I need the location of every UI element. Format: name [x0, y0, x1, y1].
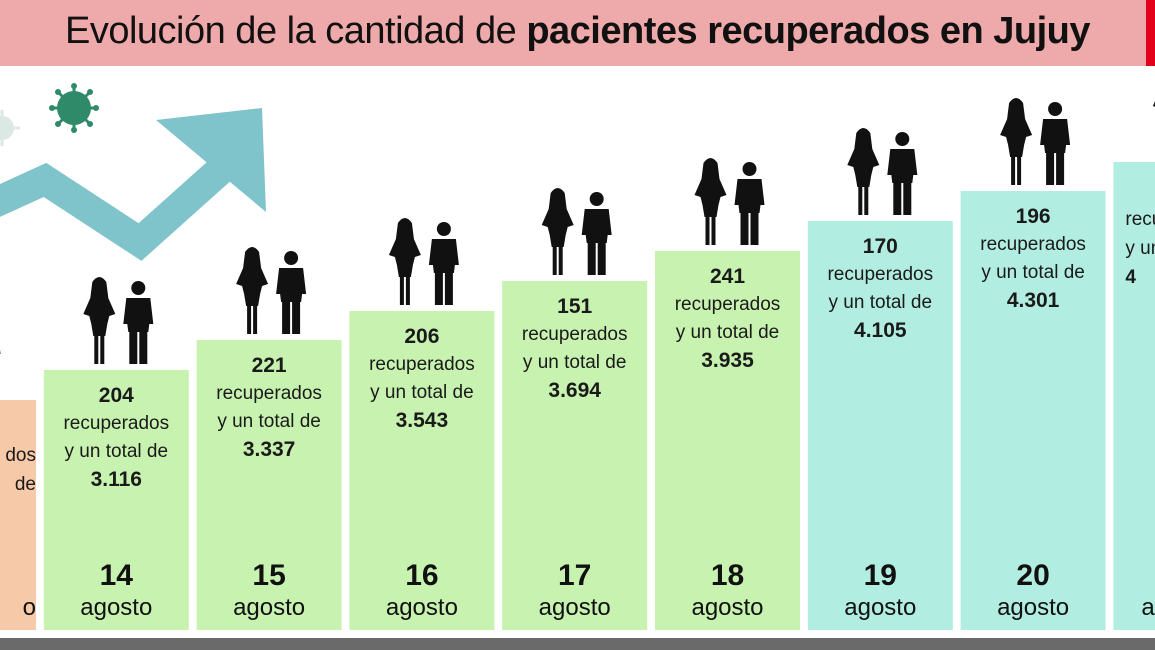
recovered-value: 241	[709, 265, 746, 288]
bar-17	[502, 281, 648, 630]
x-tick-day: 18	[710, 559, 745, 592]
bar-20	[960, 191, 1106, 630]
person-female-icon	[847, 128, 880, 215]
x-tick-day: 17	[558, 559, 592, 592]
title-banner	[0, 0, 1146, 66]
annotation-line-1: recuperados	[369, 354, 475, 375]
title-accent-bar	[1146, 0, 1155, 66]
person-female-icon	[1000, 98, 1033, 185]
bar-19	[807, 221, 953, 630]
annotation-line-2: y un total de	[675, 322, 780, 343]
recovered-value: 206	[404, 325, 440, 348]
x-tick-month: agosto	[233, 594, 306, 621]
annotation-line-1: recuperados	[216, 383, 322, 404]
x-tick-day: 19	[863, 559, 897, 592]
bar-annotation: 196 recuperados y un total de 4.301	[961, 203, 1106, 315]
x-tick-day: 20	[1016, 559, 1050, 592]
annotation-line-2: y un total de	[64, 441, 169, 462]
bar-21	[1113, 162, 1155, 630]
bar-18	[655, 251, 800, 630]
annotation-line-2: y un total de	[828, 292, 933, 313]
annotation-line-1: recuperados	[521, 324, 628, 345]
person-female-icon	[541, 188, 574, 275]
annotation-line-1: recuperados	[63, 413, 170, 434]
person-male-icon	[123, 281, 154, 364]
x-tick-month: agosto	[385, 594, 458, 621]
person-male-icon	[428, 222, 459, 305]
annotation-line-1: recuperados	[980, 234, 1086, 255]
recovered-value: 151	[557, 295, 593, 318]
total-value: 3.116	[90, 468, 142, 491]
person-female-icon	[1152, 101, 1155, 107]
partial-annotation: 4	[1125, 267, 1136, 288]
bar-annotation: 241 recuperados y un total de 3.935	[655, 263, 800, 375]
recovered-value: 196	[1015, 205, 1051, 228]
annotation-line-2: y un total de	[217, 411, 321, 432]
total-value: 3.694	[548, 379, 601, 402]
x-tick-month: agosto	[80, 594, 153, 621]
x-tick-day: 15	[252, 559, 286, 592]
partial-month: o	[22, 594, 36, 621]
x-tick-day: 16	[405, 559, 439, 592]
total-value: 3.935	[701, 349, 754, 372]
bar-annotation: 204 recuperados y un total de 3.116	[44, 382, 189, 494]
partial-month: a	[1141, 594, 1155, 621]
bar-annotation: 151 recuperados y un total de 3.694	[502, 293, 647, 405]
annotation-line-2: y un total de	[370, 382, 474, 403]
partial-annotation: recu	[1125, 209, 1155, 230]
total-value: 3.543	[395, 409, 449, 432]
bar-16	[349, 311, 495, 630]
bar-14	[43, 370, 189, 630]
person-female-icon	[388, 218, 421, 305]
bottom-strip	[0, 638, 1155, 650]
annotation-line-1: recuperados	[674, 294, 781, 315]
partial-annotation: de	[14, 474, 36, 495]
person-male-icon	[1040, 102, 1071, 185]
annotation-line-2: y un total de	[522, 352, 627, 373]
chart-title-bold: pacientes recuperados en Jujuy	[526, 10, 1090, 52]
recovered-value: 221	[251, 354, 287, 377]
partial-annotation: dos	[5, 445, 36, 466]
person-male-icon	[734, 162, 765, 245]
total-value: 4.105	[854, 319, 907, 342]
chart-title-regular: Evolución de la cantidad de	[64, 10, 527, 52]
x-tick-month: agosto	[538, 594, 611, 621]
annotation-line-1: recuperados	[827, 264, 934, 285]
total-value: 3.337	[242, 438, 296, 461]
person-male-icon	[887, 132, 918, 215]
x-tick-day: 14	[99, 559, 133, 592]
partial-annotation: y un	[1125, 238, 1155, 259]
virus-icon	[49, 83, 99, 133]
person-male-icon	[276, 251, 307, 334]
person-male-icon	[0, 349, 1, 354]
annotation-line-2: y un total de	[981, 262, 1085, 283]
person-male-icon	[581, 192, 612, 275]
bar-15	[196, 340, 342, 630]
chart-title: Evolución de la cantidad de pacientes re…	[0, 6, 1155, 56]
virus-icon-faded	[0, 110, 20, 146]
bar-13	[0, 400, 36, 630]
x-tick-month: agosto	[844, 594, 917, 621]
bar-annotation: 206 recuperados y un total de 3.543	[349, 323, 494, 435]
person-female-icon	[83, 277, 116, 364]
person-female-icon	[236, 247, 269, 334]
bar-annotation: 221 recuperados y un total de 3.337	[197, 352, 342, 464]
rising-arrow-icon	[0, 108, 266, 261]
x-tick-month: agosto	[691, 594, 764, 621]
recovered-value: 204	[98, 384, 134, 407]
bar-annotation: 170 recuperados y un total de 4.105	[808, 233, 953, 345]
total-value: 4.301	[1006, 289, 1060, 312]
x-tick-month: agosto	[997, 594, 1070, 621]
person-female-icon	[694, 158, 727, 245]
recovered-value: 170	[862, 235, 898, 258]
